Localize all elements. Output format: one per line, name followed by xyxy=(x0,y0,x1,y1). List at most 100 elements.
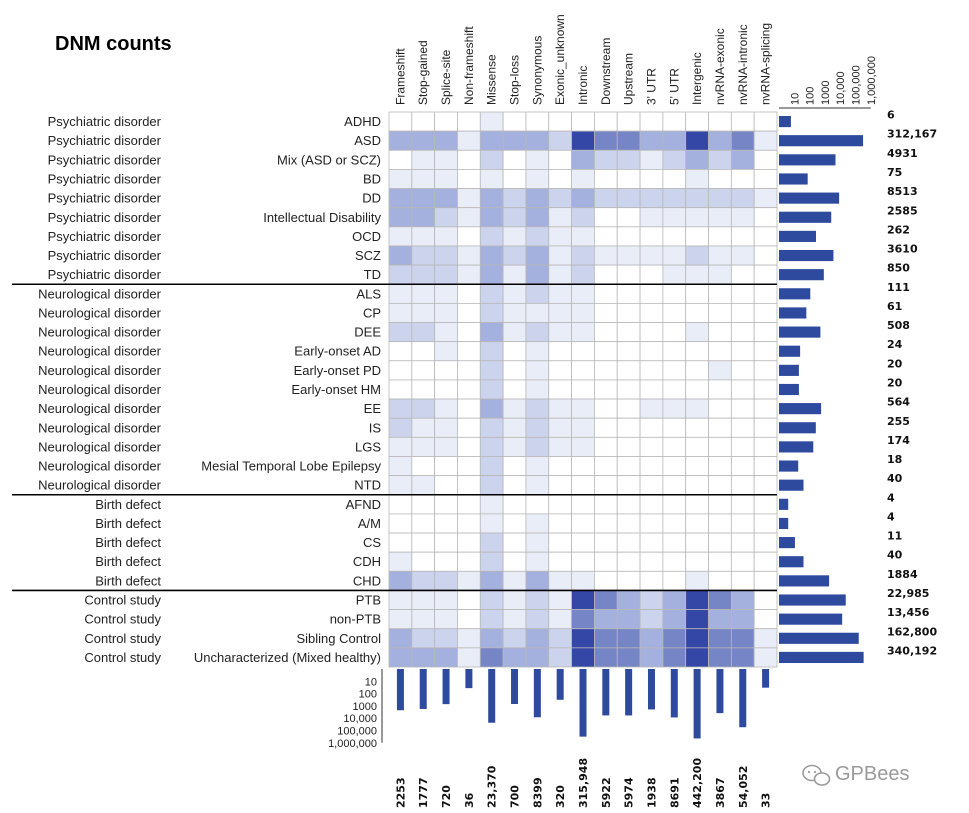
row-name-label: IS xyxy=(369,420,382,435)
heat-cell xyxy=(434,609,458,630)
heat-cell xyxy=(479,398,504,419)
row-name-label: ASD xyxy=(354,133,381,148)
heat-cell xyxy=(594,417,618,438)
heat-cell xyxy=(685,475,709,496)
row-group-label: Psychiatric disorder xyxy=(48,171,162,186)
column-total-bar xyxy=(465,669,473,689)
heat-cell xyxy=(434,322,458,343)
heat-cell xyxy=(639,628,664,649)
heat-cell xyxy=(502,226,527,247)
heat-cell xyxy=(502,590,527,610)
heat-cell xyxy=(708,570,732,591)
heat-cell xyxy=(434,398,458,419)
heat-cell xyxy=(616,475,641,496)
heat-cell xyxy=(662,456,687,477)
heat-cell xyxy=(525,245,550,266)
heat-cell xyxy=(502,379,527,400)
heat-cell xyxy=(616,609,641,630)
heat-cell xyxy=(662,436,687,457)
heat-cell xyxy=(502,245,527,266)
heat-cell xyxy=(708,169,732,189)
heat-cell xyxy=(753,379,778,400)
row-total-label: 3610 xyxy=(887,243,918,256)
heat-cell xyxy=(753,551,778,572)
heat-cell xyxy=(616,551,641,572)
heat-cell xyxy=(434,188,458,209)
heat-cell xyxy=(708,207,732,228)
heat-cell xyxy=(457,456,481,477)
heat-cell xyxy=(457,169,481,189)
heat-cell xyxy=(525,628,550,649)
heat-cell xyxy=(502,436,527,457)
heat-cell xyxy=(502,513,527,534)
row-name-label: LGS xyxy=(355,439,381,454)
heat-cell xyxy=(411,169,436,189)
row-name-label: DEE xyxy=(354,325,381,340)
row-group-label: Neurological disorder xyxy=(38,420,162,435)
heat-cell xyxy=(411,475,436,496)
row-group-label: Neurological disorder xyxy=(38,325,162,340)
heat-cell xyxy=(525,322,550,343)
heat-cell xyxy=(685,169,709,189)
heat-cell xyxy=(685,111,709,132)
heat-cell xyxy=(479,111,504,132)
heat-cell xyxy=(502,322,527,343)
heat-cell xyxy=(525,111,550,132)
heat-cell xyxy=(502,341,527,362)
column-total-bar xyxy=(556,669,564,700)
heat-cell xyxy=(753,322,778,343)
heat-cell xyxy=(457,590,481,610)
heat-cell xyxy=(434,513,458,534)
heat-cell xyxy=(411,609,436,630)
heat-cell xyxy=(730,322,755,343)
row-group-label: Birth defect xyxy=(95,497,161,512)
heat-cell xyxy=(434,475,458,496)
row-total-label: 4 xyxy=(887,510,895,523)
heat-cell xyxy=(457,475,481,496)
heat-cell xyxy=(753,245,778,266)
heat-cell xyxy=(708,130,732,151)
row-name-label: ALS xyxy=(356,286,381,301)
heat-cell xyxy=(708,360,732,381)
heat-cell xyxy=(434,551,458,572)
heat-cell xyxy=(479,130,504,151)
heat-cell xyxy=(434,283,458,304)
heat-cell xyxy=(708,283,732,304)
heat-cell xyxy=(479,341,504,362)
heat-cell xyxy=(616,570,641,591)
column-total-bar xyxy=(739,669,747,728)
heat-cell xyxy=(662,149,687,170)
heat-cell xyxy=(548,494,572,515)
heat-cell xyxy=(457,341,481,362)
heat-cell xyxy=(457,283,481,304)
column-total-bar xyxy=(396,669,404,711)
heat-cell xyxy=(479,436,504,457)
heat-cell xyxy=(502,130,527,151)
row-total-label: 162,800 xyxy=(887,625,937,638)
heat-cell xyxy=(753,226,778,247)
heat-cell xyxy=(753,188,778,209)
heat-cell xyxy=(479,475,504,496)
heat-cell xyxy=(616,111,641,132)
heat-cell xyxy=(434,379,458,400)
heat-cell xyxy=(502,628,527,649)
heat-cell xyxy=(457,111,481,132)
heat-cell xyxy=(685,379,709,400)
row-group-label: Control study xyxy=(84,631,161,646)
heat-cell xyxy=(388,322,413,343)
heat-cell xyxy=(571,169,595,189)
heat-cell xyxy=(594,456,618,477)
row-total-bar xyxy=(779,498,789,510)
heat-cell xyxy=(662,570,687,591)
heat-cell xyxy=(479,494,504,515)
row-total-label: 8513 xyxy=(887,185,918,198)
heat-cell xyxy=(525,360,550,381)
heat-cell xyxy=(548,360,572,381)
column-total-label: 33 xyxy=(760,793,773,808)
column-total-axis-tick: 100,000 xyxy=(337,726,377,738)
heat-cell xyxy=(685,532,709,553)
heat-cell xyxy=(662,551,687,572)
row-total-bar xyxy=(779,594,846,606)
column-total-bar xyxy=(716,669,724,714)
heat-cell xyxy=(753,570,778,591)
